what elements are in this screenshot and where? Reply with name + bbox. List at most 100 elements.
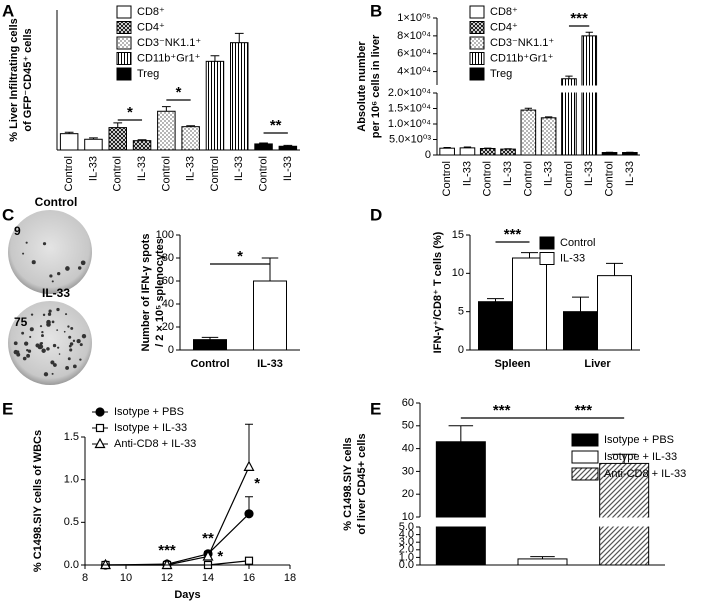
y-tick-label: 8×10⁰⁴ xyxy=(397,30,431,42)
significance-label: * xyxy=(127,104,133,121)
x-axis-label: Days xyxy=(174,589,200,601)
spot xyxy=(80,260,86,266)
significance-label: *** xyxy=(504,226,522,243)
spot xyxy=(24,341,29,346)
y-tick-label: 20 xyxy=(402,488,414,500)
error-bar xyxy=(487,298,504,302)
bar xyxy=(84,138,103,151)
x-tick-label: Control xyxy=(482,161,494,196)
legend-label: CD3⁻NK1.1⁺ xyxy=(137,37,201,49)
bar xyxy=(500,148,516,156)
spot xyxy=(29,335,32,339)
x-tick-label: Liver xyxy=(584,358,611,370)
legend-swatch xyxy=(571,433,599,447)
spot xyxy=(49,274,53,278)
x-tick-label: IL-33 xyxy=(136,156,148,181)
legend-swatch xyxy=(116,21,132,34)
significance-label: * xyxy=(176,84,182,101)
spot xyxy=(56,307,60,312)
x-tick-label: IL-33 xyxy=(624,161,636,186)
legend-label: Isotype + IL-33 xyxy=(604,451,677,463)
legend-label: CD11b⁺Gr1⁺ xyxy=(137,52,201,64)
x-tick-label: IL-33 xyxy=(185,156,197,181)
x-tick-label: IL-33 xyxy=(502,161,514,186)
panel-label: E xyxy=(370,399,381,418)
legend-label: CD3⁻NK1.1⁺ xyxy=(490,37,554,49)
series-line xyxy=(105,466,250,566)
axis-break xyxy=(414,517,667,527)
y-tick-label: 0.5 xyxy=(64,516,79,528)
y-tick-label: 0 xyxy=(425,149,431,161)
point xyxy=(244,556,254,565)
legend-swatch xyxy=(539,236,555,250)
well-image xyxy=(8,301,92,385)
spot xyxy=(79,358,82,361)
spot xyxy=(57,346,60,349)
legend-swatch xyxy=(469,52,485,65)
legend-label: CD8⁺ xyxy=(137,6,165,18)
spot xyxy=(56,329,59,331)
legend-label: Anti-CD8 + IL-33 xyxy=(604,468,686,480)
legend-label: Anti-CD8 + IL-33 xyxy=(114,438,196,450)
bar xyxy=(254,143,273,151)
spot xyxy=(30,313,34,316)
spot xyxy=(46,319,51,325)
well-label: IL-33 xyxy=(42,286,70,300)
y-axis-label: IFN-γ⁺/CD8⁺ T cells (%) xyxy=(432,231,444,353)
y-tick-label: 100 xyxy=(156,229,174,241)
x-tick-label: 18 xyxy=(284,572,296,584)
significance-label: * xyxy=(217,548,223,565)
x-tick-label: Control xyxy=(563,161,575,196)
y-tick-label: 1.0 xyxy=(399,551,414,563)
bar xyxy=(439,147,455,156)
y-tick-label: 10 xyxy=(452,267,464,279)
point xyxy=(244,509,254,519)
bar xyxy=(581,35,598,156)
panel-label: D xyxy=(370,205,382,224)
y-tick-label: 6×10⁰⁴ xyxy=(397,48,431,60)
y-tick-label: 1.5 xyxy=(64,431,79,443)
spot xyxy=(58,353,61,355)
error-bar xyxy=(161,106,171,112)
error-bar xyxy=(521,252,538,258)
x-tick-label: 14 xyxy=(202,572,214,584)
spot xyxy=(25,241,28,244)
spot xyxy=(69,348,73,352)
y-tick-label: 30 xyxy=(402,465,414,477)
spot xyxy=(16,352,21,357)
significance-label: *** xyxy=(570,10,588,27)
significance-label: *** xyxy=(575,402,593,419)
legend-label: Isotype + PBS xyxy=(114,406,184,418)
spot xyxy=(81,333,87,339)
spot xyxy=(22,356,27,361)
y-tick-label: 50 xyxy=(402,420,414,432)
bar xyxy=(435,441,486,566)
error-bar xyxy=(283,144,293,147)
bar xyxy=(132,140,152,151)
spot xyxy=(52,343,57,348)
point xyxy=(100,558,111,570)
spot xyxy=(42,242,47,246)
error-bar xyxy=(259,142,268,144)
bar xyxy=(59,133,79,151)
y-tick-label: 0 xyxy=(458,344,464,356)
y-axis-label: Number of IFN-γ spots xyxy=(140,234,152,352)
spot xyxy=(51,372,54,375)
well-label: Control xyxy=(35,195,78,209)
bar xyxy=(181,126,200,151)
error-bar xyxy=(89,137,98,140)
legend-swatch xyxy=(116,36,132,50)
x-tick-label: Control xyxy=(522,161,534,196)
y-tick-label: 4×10⁰⁴ xyxy=(397,66,431,78)
error-bar xyxy=(245,423,253,467)
spot xyxy=(27,349,32,353)
series-line xyxy=(105,513,250,566)
legend-swatch xyxy=(539,252,555,265)
bar xyxy=(512,257,547,351)
legend-label: Isotype + IL-33 xyxy=(114,422,187,434)
spot xyxy=(76,339,81,344)
error-bar xyxy=(443,147,451,149)
spot xyxy=(57,271,61,276)
y-axis-label: per 10⁶ cells in liver xyxy=(370,34,382,138)
